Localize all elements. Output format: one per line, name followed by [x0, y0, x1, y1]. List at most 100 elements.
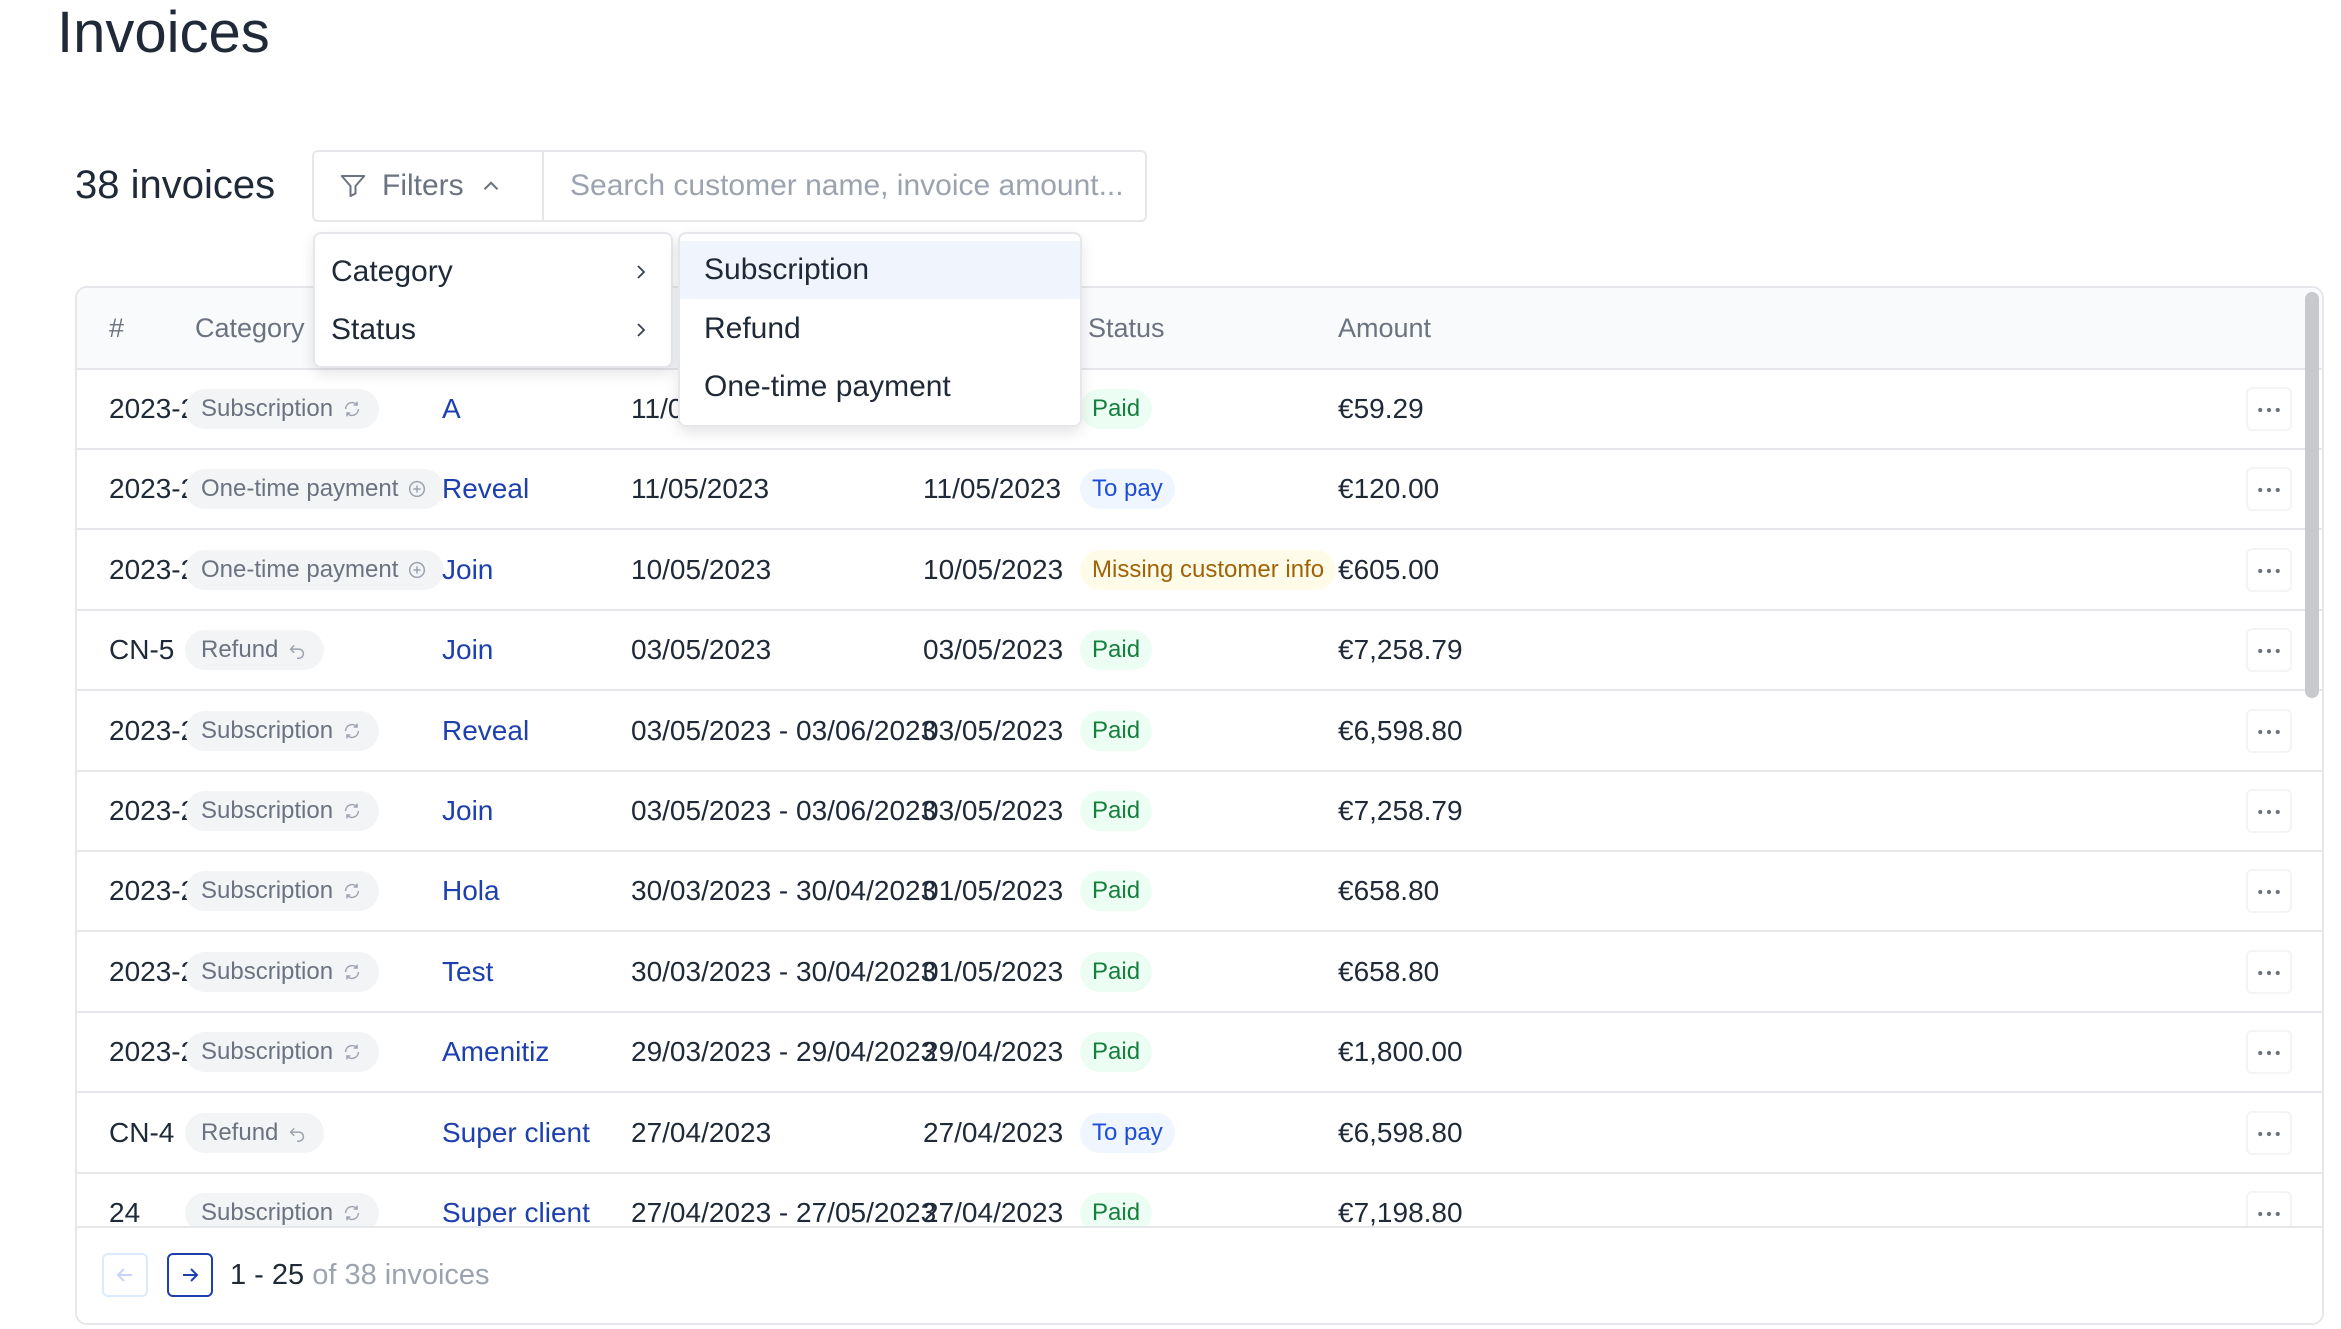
submenu-item[interactable]: Subscription — [680, 241, 1080, 299]
status-pill: Paid — [1080, 791, 1153, 831]
status-label: Paid — [1092, 1038, 1141, 1066]
status-pill: Paid — [1080, 871, 1153, 912]
due-date: 03/05/2023 — [923, 634, 1064, 666]
more-button[interactable] — [2246, 387, 2292, 431]
filter-icon — [340, 175, 366, 197]
more-button[interactable] — [2246, 467, 2292, 512]
invoice-number: 24 — [109, 1197, 141, 1226]
invoice-number: CN-5 — [109, 634, 175, 666]
customer-name[interactable]: Reveal — [442, 714, 530, 746]
more-button[interactable] — [2246, 628, 2292, 673]
category-icon — [289, 1127, 305, 1142]
due-date: 10/05/2023 — [923, 553, 1064, 585]
category-pill: Refund — [185, 630, 325, 671]
more-button[interactable] — [2246, 1030, 2292, 1075]
menu-item-label: Status — [331, 313, 417, 346]
customer-name[interactable]: Join — [442, 795, 494, 826]
more-button[interactable] — [2246, 789, 2292, 833]
table-row[interactable]: CN-5 Refund Join 03/05/2023 03/05/2023 Paid €7… — [77, 611, 2322, 692]
more-button[interactable] — [2246, 1110, 2292, 1155]
page-title: Invoices — [57, 0, 270, 65]
category-pill: One-time payment — [185, 469, 445, 510]
category-label: Refund — [201, 636, 279, 664]
table-row[interactable]: 24 Subscription Super client 27/04/2023 - 2… — [77, 1174, 2322, 1226]
table-row[interactable]: 2023-25 Subscription Amenitiz 29/03/2023 - … — [77, 1013, 2322, 1094]
category-icon — [344, 803, 360, 819]
category-pill: One-time payment — [185, 549, 445, 590]
column-header: Category — [195, 313, 305, 343]
status-label: Paid — [1092, 1199, 1141, 1226]
status-pill: To pay — [1080, 469, 1175, 510]
dots-icon — [2258, 809, 2280, 815]
table-row[interactable]: 2023-29SubscriptionA11/05/2023 - 11/06/2… — [77, 370, 2322, 450]
table-row[interactable]: 2023-28 Subscription Reveal 03/05/2023 - 03… — [77, 692, 2322, 772]
dots-icon — [2258, 1131, 2280, 1136]
category-icon — [344, 1205, 360, 1221]
category-icon — [344, 401, 360, 417]
column-header: # — [109, 313, 125, 343]
category-pill: Refund — [185, 1112, 325, 1153]
category-label: Subscription — [201, 797, 334, 824]
dots-icon — [2258, 407, 2280, 413]
category-label: Refund — [201, 1118, 279, 1146]
amount: €605.00 — [1338, 553, 1440, 585]
status-label: Paid — [1092, 716, 1141, 744]
due-date: 03/05/2023 — [923, 795, 1064, 826]
due-date: 11/05/2023 — [923, 473, 1062, 505]
due-date: 01/05/2023 — [923, 955, 1064, 987]
customer-name[interactable]: Amenitiz — [442, 1036, 550, 1068]
customer-name[interactable]: Test — [442, 955, 494, 987]
menu-item[interactable]: Category — [315, 243, 671, 301]
status-label: To pay — [1092, 475, 1163, 503]
dots-icon — [2258, 1051, 2280, 1056]
submenu-item[interactable]: One-time payment — [704, 370, 951, 403]
amount: €59.29 — [1338, 393, 1424, 424]
category-label: Subscription — [201, 957, 334, 985]
category-pill: Subscription — [185, 871, 380, 912]
chevron-right — [637, 323, 646, 337]
menu-item[interactable]: Status — [315, 301, 671, 359]
category-label: Subscription — [201, 1199, 334, 1226]
status-pill: Paid — [1080, 951, 1153, 992]
due-date: 29/04/2023 — [923, 1036, 1064, 1068]
chevron-up — [483, 181, 498, 190]
customer-name[interactable]: Super client — [442, 1116, 590, 1148]
amount: €7,258.79 — [1338, 634, 1463, 666]
scrollbar — [2305, 292, 2319, 698]
more-button[interactable] — [2246, 869, 2292, 914]
period: 03/05/2023 - 03/06/2023 — [631, 795, 937, 826]
customer-name[interactable]: Join — [442, 634, 494, 666]
search-input[interactable]: Search customer name, invoice amount... — [570, 169, 1124, 202]
more-button[interactable] — [2246, 949, 2292, 994]
more-button[interactable] — [2246, 708, 2292, 753]
filters-button[interactable]: Filters — [314, 152, 544, 220]
customer-name[interactable]: Super client — [442, 1197, 590, 1226]
table-row[interactable]: 2023-29 One-time payment Reveal 11/05/2023 1… — [77, 450, 2322, 531]
table-row[interactable]: 2023-28 Subscription Join 03/05/2023 - 03/0… — [77, 772, 2322, 852]
status-label: To pay — [1092, 1118, 1163, 1146]
submenu-item[interactable]: Refund — [704, 311, 801, 345]
status-pill: To pay — [1080, 1112, 1175, 1153]
customer-name[interactable]: Join — [442, 553, 494, 585]
customer-name[interactable]: Hola — [442, 875, 500, 907]
filters-label: Filters — [382, 169, 464, 202]
table-row[interactable]: CN-4 Refund Super client 27/04/2023 27/04/20… — [77, 1094, 2322, 1174]
menu-item-label: Category — [331, 255, 453, 288]
due-date: 27/04/2023 — [923, 1116, 1064, 1148]
category-label: One-time payment — [201, 475, 399, 503]
next-page[interactable] — [167, 1253, 213, 1297]
table-row[interactable]: 2023-29 One-time payment Join 10/05/2023 10/… — [77, 531, 2322, 611]
period: 03/05/2023 — [631, 634, 772, 666]
period: 10/05/2023 — [631, 553, 772, 585]
due-date: 03/05/2023 — [923, 714, 1064, 746]
amount: €6,598.80 — [1338, 714, 1463, 746]
more-button[interactable] — [2246, 1191, 2292, 1226]
table-body: 2023-29SubscriptionA11/05/2023 - 11/06/2… — [77, 370, 2322, 1226]
customer-name[interactable]: Reveal — [442, 473, 530, 505]
table-row[interactable]: 2023-26 Subscription Test 30/03/2023 - 30/0… — [77, 933, 2322, 1013]
table-row[interactable]: 2023-27 Subscription Hola 30/03/2023 - 30/0… — [77, 852, 2322, 933]
customer-name[interactable]: A — [442, 393, 461, 424]
more-button[interactable] — [2246, 547, 2292, 592]
prev-page[interactable] — [102, 1253, 148, 1297]
